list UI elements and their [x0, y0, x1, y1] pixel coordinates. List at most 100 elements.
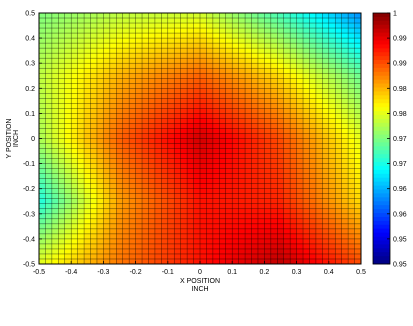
heatmap-cell	[90, 163, 98, 169]
heatmap-cell	[96, 208, 104, 215]
heatmap-cell	[212, 13, 220, 19]
heatmap-cell	[122, 48, 130, 54]
heatmap-cell	[303, 28, 310, 34]
heatmap-cell	[238, 208, 246, 215]
heatmap-cell	[200, 258, 207, 265]
heatmap-cell	[90, 203, 98, 210]
heatmap-cell	[315, 33, 323, 39]
heatmap-cell	[58, 83, 66, 89]
heatmap-cell	[257, 258, 265, 265]
heatmap-cell	[348, 173, 355, 179]
heatmap-cell	[135, 38, 143, 44]
heatmap-cell	[174, 108, 181, 114]
heatmap-cell	[238, 18, 246, 24]
heatmap-cell	[45, 83, 53, 89]
heatmap-cell	[290, 203, 297, 210]
heatmap-cell	[58, 213, 66, 220]
heatmap-cell	[283, 138, 291, 144]
heatmap-cell	[109, 168, 117, 174]
heatmap-cell	[96, 118, 104, 124]
heatmap-cell	[283, 218, 291, 225]
heatmap-cell	[245, 213, 252, 220]
heatmap-cell	[90, 213, 98, 220]
heatmap-cell	[322, 43, 330, 49]
heatmap-cell	[354, 228, 362, 235]
heatmap-cell	[277, 138, 285, 144]
heatmap-cell	[90, 168, 98, 174]
heatmap-cell	[103, 163, 111, 169]
heatmap-cell	[116, 188, 124, 195]
colorbar-band	[373, 32, 390, 37]
heatmap-cell	[116, 158, 124, 164]
heatmap-cell	[348, 63, 355, 69]
heatmap-cell	[264, 203, 272, 210]
heatmap-cell	[71, 88, 78, 94]
heatmap-cell	[167, 13, 175, 19]
heatmap-cell	[180, 93, 188, 99]
heatmap-cell	[303, 193, 310, 200]
heatmap-cell	[180, 113, 188, 119]
heatmap-cell	[238, 238, 246, 245]
heatmap-cell	[193, 38, 201, 44]
heatmap-cell	[238, 28, 246, 34]
heatmap-cell	[264, 178, 272, 184]
heatmap-cell	[154, 83, 162, 89]
heatmap-cell	[122, 238, 130, 245]
heatmap-cell	[341, 238, 349, 245]
heatmap-cell	[200, 148, 207, 154]
heatmap-cell	[200, 83, 207, 89]
heatmap-cell	[245, 118, 252, 124]
heatmap-cell	[174, 213, 181, 220]
heatmap-cell	[322, 108, 330, 114]
heatmap-cell	[200, 128, 207, 134]
heatmap-cell	[335, 203, 342, 210]
heatmap-cell	[200, 78, 207, 84]
heatmap-cell	[84, 158, 91, 164]
heatmap-cell	[200, 243, 207, 250]
heatmap-cell	[309, 243, 317, 250]
heatmap-cell	[264, 208, 272, 215]
heatmap-cell	[109, 33, 117, 39]
heatmap-cell	[212, 33, 220, 39]
heatmap-cell	[51, 218, 59, 225]
heatmap-cell	[142, 78, 149, 84]
heatmap-cell	[348, 178, 355, 184]
heatmap-cell	[135, 153, 143, 159]
y-tick-label: -0.3	[23, 211, 35, 218]
heatmap-cell	[64, 138, 72, 144]
heatmap-cell	[39, 48, 46, 54]
heatmap-cell	[270, 178, 278, 184]
heatmap-cell	[341, 18, 349, 24]
heatmap-cell	[296, 133, 304, 139]
heatmap-cell	[64, 168, 72, 174]
heatmap-cell	[193, 88, 201, 94]
heatmap-cell	[348, 218, 355, 225]
heatmap-cell	[51, 58, 59, 64]
heatmap-cell	[161, 233, 169, 240]
heatmap-cell	[296, 148, 304, 154]
heatmap-cell	[335, 23, 342, 29]
heatmap-cell	[270, 143, 278, 149]
heatmap-cell	[135, 213, 143, 220]
heatmap-cell	[341, 73, 349, 79]
heatmap-cell	[251, 238, 259, 245]
heatmap-cell	[283, 153, 291, 159]
heatmap-cell	[84, 43, 91, 49]
heatmap-cell	[167, 188, 175, 195]
heatmap-cell	[109, 58, 117, 64]
heatmap-cell	[219, 108, 227, 114]
heatmap-cell	[277, 23, 285, 29]
heatmap-cell	[167, 93, 175, 99]
heatmap-cell	[167, 178, 175, 184]
heatmap-cell	[238, 193, 246, 200]
heatmap-cell	[90, 153, 98, 159]
heatmap-cell	[322, 13, 330, 19]
heatmap-cell	[77, 43, 85, 49]
heatmap-cell	[116, 238, 124, 245]
heatmap-cell	[277, 63, 285, 69]
heatmap-cell	[187, 113, 194, 119]
heatmap-cell	[135, 188, 143, 195]
heatmap-cell	[212, 113, 220, 119]
heatmap-cell	[225, 163, 233, 169]
heatmap-cell	[142, 88, 149, 94]
